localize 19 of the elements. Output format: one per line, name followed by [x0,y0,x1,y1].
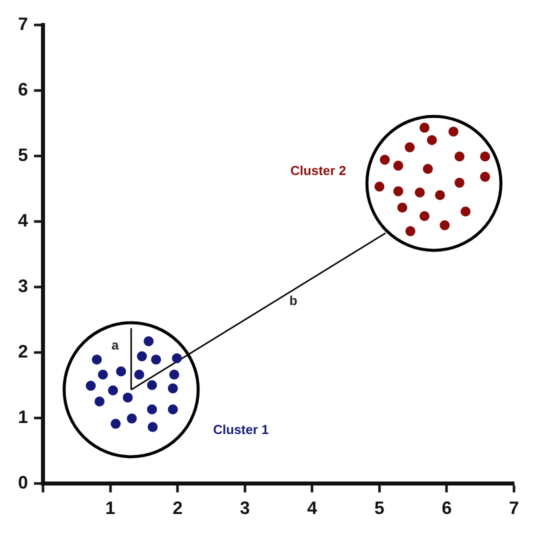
y-tick-label: 2 [18,341,28,362]
x-tick-label: 5 [374,498,384,518]
text: Cluster 1 [213,422,269,437]
y-tick-label: 3 [18,276,28,296]
x-tick-label: 7 [508,498,520,518]
text: Cluster 2 [290,163,346,178]
y-tick-label: 7 [18,14,28,34]
x-tick-label: 4 [307,498,318,518]
y-tick-label: 4 [18,210,28,230]
y-tick-label: 0 [18,472,28,492]
series-label: a [112,338,120,352]
y-tick-label: 5 [18,144,28,165]
x-tick-label: 2 [172,498,183,518]
x-tick-label: 1 [105,498,116,518]
x-tick-label: 3 [240,498,250,518]
y-tick-label: 1 [18,406,28,427]
x-tick-label: 6 [442,498,452,518]
y-tick-label: 6 [18,79,28,100]
series-label: b [289,293,298,308]
